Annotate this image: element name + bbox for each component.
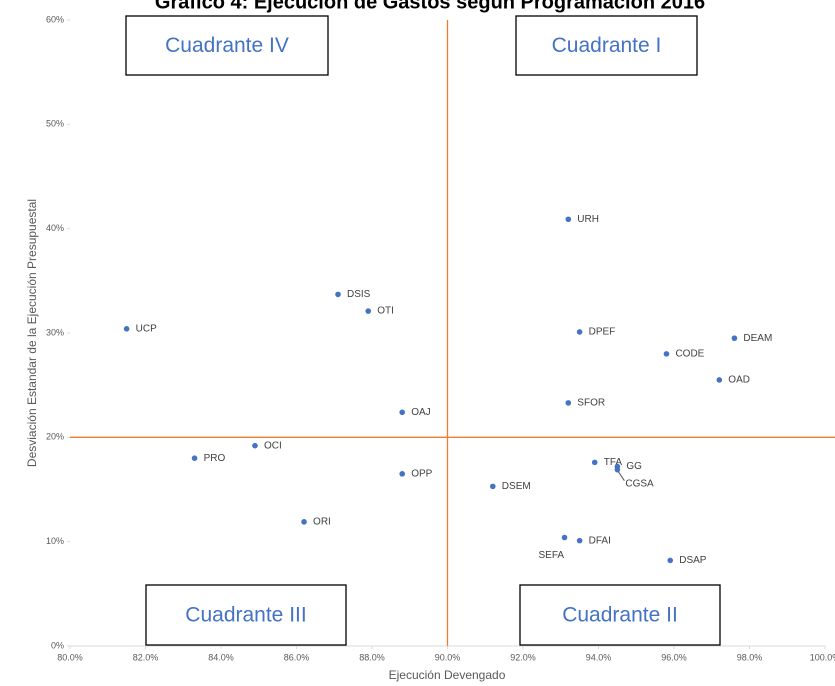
point-label: URH [577, 214, 599, 225]
x-tick-label: 82.0% [133, 652, 159, 662]
point-label: DSEM [502, 481, 531, 492]
point-label: SEFA [539, 550, 565, 561]
y-tick-label: 60% [46, 14, 64, 24]
point [576, 537, 583, 544]
point [191, 455, 198, 462]
annotation-box [125, 15, 329, 76]
annotation: Cuadrante IV [165, 34, 289, 57]
y-tick-label: 40% [46, 223, 64, 233]
x-tick-label: 94.0% [586, 652, 612, 662]
point-label: TFA [604, 457, 623, 468]
point-label: DFAI [589, 535, 611, 546]
y-tick-label: 30% [46, 327, 64, 337]
point-label: OTI [377, 306, 394, 317]
point [716, 377, 723, 383]
y-tick-label: 10% [46, 536, 64, 546]
point-label: UCP [136, 323, 157, 334]
point [731, 335, 738, 342]
point [663, 351, 670, 357]
point [490, 483, 496, 490]
point-label: OPP [411, 468, 432, 479]
chart-title: Gráfico 4: Ejecución de Gastos según Pro… [155, 0, 705, 13]
point [667, 557, 674, 564]
point-label: DEAM [743, 333, 772, 344]
x-tick-label: 96.0% [661, 652, 687, 662]
point-label: CODE [675, 349, 704, 360]
point [301, 519, 307, 525]
point [614, 466, 621, 473]
point-label: ORI [313, 516, 331, 527]
y-tick-label: 20% [46, 432, 64, 442]
point-label: SFOR [577, 398, 605, 409]
point-label: PRO [204, 453, 226, 464]
annotation: Cuadrante I [552, 34, 662, 57]
point [399, 471, 406, 477]
point [252, 442, 258, 449]
x-tick-label: 80.0% [57, 652, 83, 662]
x-axis-title: Ejecución Devengado [389, 668, 506, 682]
point-label: OAD [728, 375, 750, 386]
point [123, 326, 130, 332]
point-label: DSIS [347, 289, 371, 300]
point-label: CGSA [625, 478, 654, 489]
x-tick-label: 84.0% [208, 652, 234, 662]
y-axis-title: Desviación Estandar de la Ejecución Pres… [25, 199, 39, 467]
point-label: GG [626, 461, 642, 472]
annotation-box [519, 584, 721, 646]
point [576, 329, 583, 335]
x-tick-label: 86.0% [284, 652, 310, 662]
point [365, 308, 372, 314]
point-label: DSAP [679, 555, 707, 566]
annotation: Cuadrante III [185, 604, 306, 627]
point [399, 409, 406, 416]
annotation-box [515, 15, 698, 76]
point-label: OCI [264, 440, 282, 451]
point [591, 459, 598, 466]
annotation: Cuadrante II [562, 604, 678, 627]
point [561, 534, 568, 541]
point [565, 400, 572, 406]
x-tick-label: 88.0% [359, 652, 385, 662]
x-tick-label: 92.0% [510, 652, 536, 662]
leader-line [617, 471, 625, 481]
x-tick-label: 90.0% [435, 652, 461, 662]
point-label: OAJ [411, 407, 430, 418]
point [565, 216, 572, 223]
annotation-box [145, 584, 347, 646]
point [335, 291, 341, 298]
y-tick-label: 50% [46, 119, 64, 129]
x-tick-label: 98.0% [737, 652, 763, 662]
x-tick-label: 100.0% [810, 652, 835, 662]
point-label: DPEF [589, 327, 616, 338]
y-tick-label: 0% [51, 640, 64, 650]
